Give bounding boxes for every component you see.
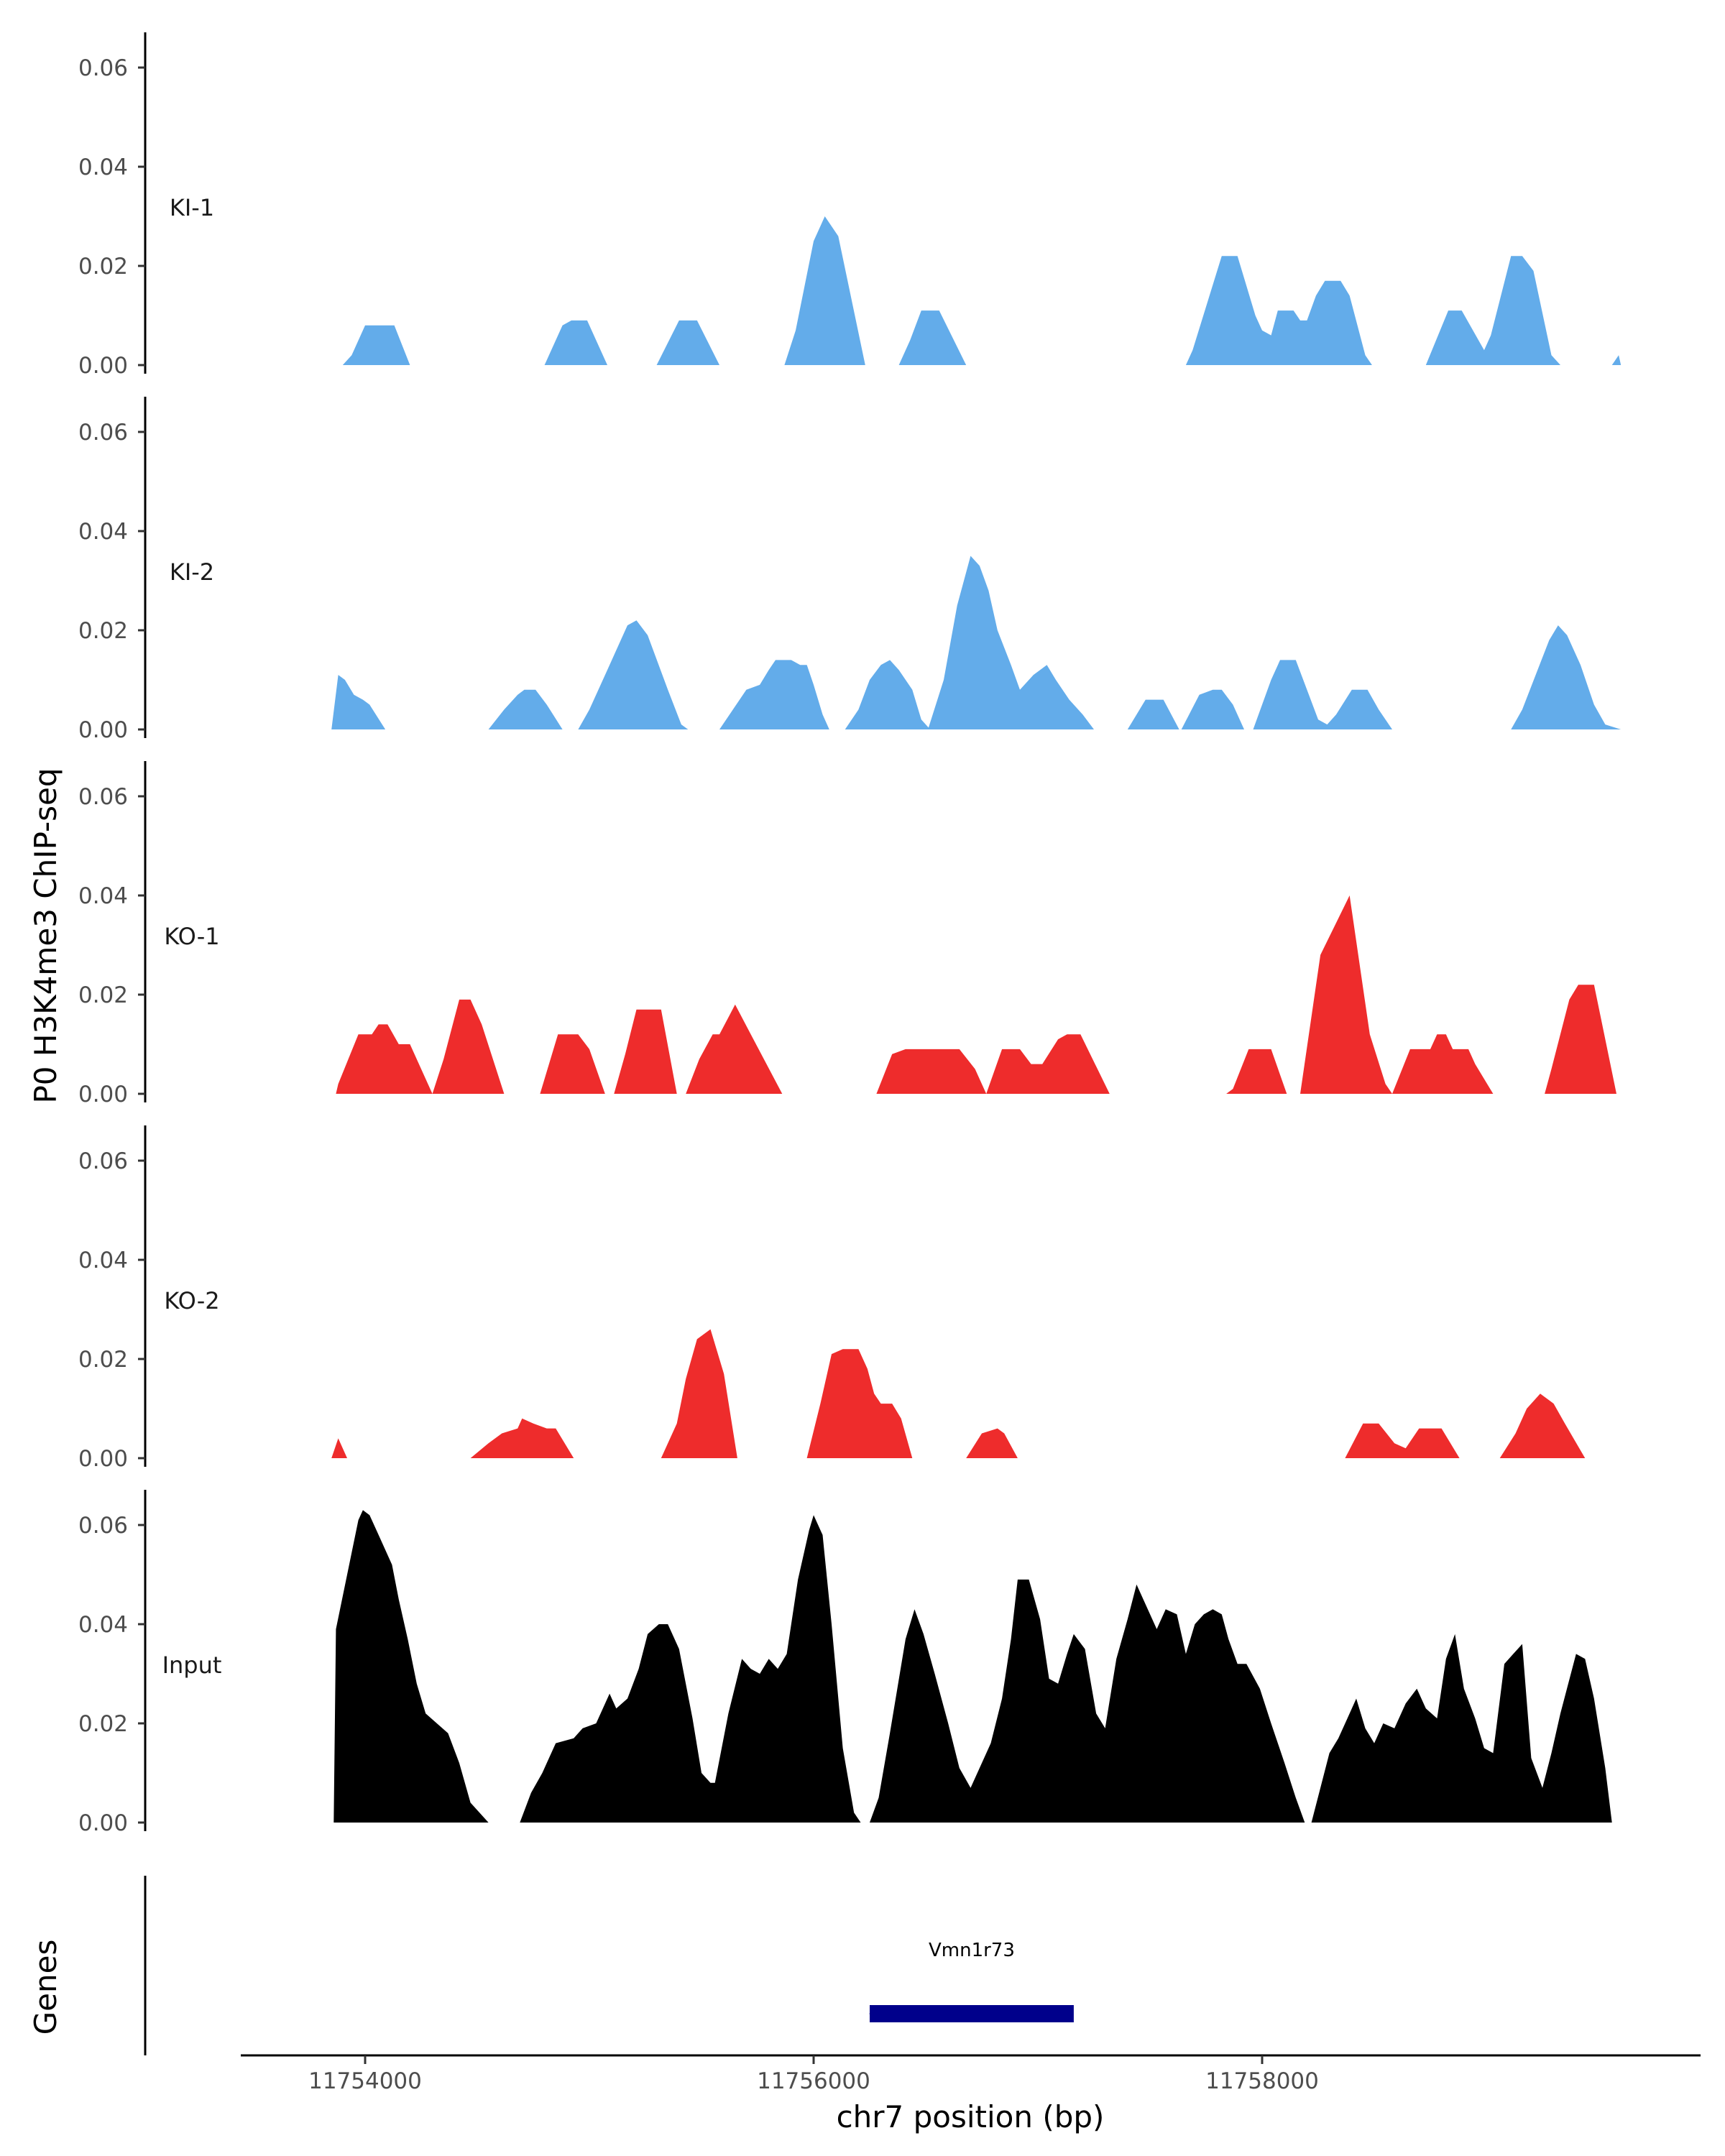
y-tick-label: 0.02: [78, 618, 128, 644]
coverage-peak: [1253, 660, 1392, 729]
y-tick-label: 0.04: [78, 1612, 128, 1638]
coverage-peak: [488, 689, 563, 729]
coverage-peak: [719, 660, 829, 729]
coverage-peak: [1345, 1423, 1460, 1458]
coverage-peak: [1392, 1034, 1494, 1094]
coverage-peak: [1611, 355, 1622, 365]
track-panel-ki-1: 0.00 0.02 0.04 0.06 KI-1: [78, 32, 1622, 379]
coverage-peak: [334, 1510, 489, 1823]
coverage-peak: [1127, 699, 1179, 729]
y-tick-label: 0.04: [78, 883, 128, 909]
y-tick-label: 0.06: [78, 784, 128, 810]
coverage-peak: [784, 216, 865, 365]
coverage-peak: [578, 620, 689, 729]
coverage-peak: [928, 556, 1094, 729]
coverage-peak: [540, 1034, 605, 1094]
coverage-peak: [470, 1418, 574, 1458]
coverage-peak: [331, 675, 386, 729]
x-tick-label: 11754000: [308, 2068, 422, 2094]
coverage-peak: [331, 1438, 347, 1458]
coverage-peak: [966, 1428, 1018, 1458]
coverage-peak: [1181, 689, 1244, 729]
genes-panel: Genes Vmn1r73: [28, 1876, 1074, 2055]
coverage-peak: [845, 660, 931, 729]
coverage-peak: [870, 1579, 1305, 1823]
x-tick-label: 11756000: [757, 2068, 870, 2094]
tracks-layer: 0.00 0.02 0.04 0.06 KI-1 0.00 0.02 0.04 0.06 KI-2…: [78, 32, 1622, 1836]
track-panel-ki-2: 0.00 0.02 0.04 0.06 KI-2: [78, 397, 1622, 743]
track-panel-input: 0.00 0.02 0.04 0.06 Input: [78, 1490, 1612, 1836]
track-label: KI-1: [170, 194, 214, 221]
x-tick-label: 11758000: [1205, 2068, 1319, 2094]
x-axis: 11754000 11756000 11758000 chr7 position (…: [241, 2054, 1701, 2134]
coverage-peak: [336, 999, 505, 1094]
y-tick-label: 0.00: [78, 1810, 128, 1836]
y-tick-label: 0.06: [78, 55, 128, 81]
coverage-peak: [1425, 256, 1560, 365]
coverage-peak: [806, 1349, 913, 1458]
coverage-peak: [661, 1329, 737, 1458]
coverage-peak: [614, 1009, 677, 1094]
coverage-peak: [986, 1034, 1110, 1094]
coverage-peak: [520, 1515, 861, 1823]
coverage-peak: [1300, 895, 1392, 1094]
coverage-peak: [342, 325, 410, 365]
track-label: KO-2: [164, 1287, 219, 1314]
coverage-peak: [898, 310, 967, 365]
x-axis-title: chr7 position (bp): [837, 2099, 1105, 2134]
y-tick-label: 0.02: [78, 982, 128, 1008]
gene-features: Vmn1r73: [869, 1940, 1074, 2022]
y-axis-title: P0 H3K4me3 ChIP-seq: [28, 768, 63, 1103]
coverage-peak: [1545, 985, 1616, 1094]
y-tick-label: 0.04: [78, 519, 128, 545]
coverage-peak: [1499, 1393, 1586, 1458]
y-tick-label: 0.06: [78, 1513, 128, 1539]
strand-arrow-icon: [869, 2007, 880, 2021]
y-tick-label: 0.00: [78, 717, 128, 743]
coverage-peak: [656, 320, 719, 365]
coverage-peak: [1185, 256, 1372, 365]
track-label: Input: [162, 1651, 222, 1679]
coverage-peak: [876, 1049, 987, 1094]
gene-name-label: Vmn1r73: [929, 1940, 1015, 1961]
y-tick-label: 0.04: [78, 1248, 128, 1273]
track-panel-ko-1: 0.00 0.02 0.04 0.06 KO-1: [78, 761, 1616, 1107]
y-tick-label: 0.06: [78, 420, 128, 446]
coverage-peak: [1226, 1049, 1287, 1094]
y-tick-label: 0.02: [78, 1711, 128, 1737]
x-axis-ticks: 11754000 11756000 11758000: [308, 2055, 1319, 2094]
y-tick-label: 0.02: [78, 1347, 128, 1373]
coverage-peak: [1311, 1634, 1612, 1823]
coverage-peak: [544, 320, 607, 365]
y-tick-label: 0.04: [78, 155, 128, 180]
coverage-peak: [686, 1004, 783, 1094]
y-tick-label: 0.00: [78, 1082, 128, 1107]
track-label: KI-2: [170, 558, 214, 586]
track-label: KO-1: [164, 923, 219, 950]
y-tick-label: 0.06: [78, 1148, 128, 1174]
y-tick-label: 0.02: [78, 254, 128, 280]
coverage-peak: [1511, 625, 1622, 729]
y-tick-label: 0.00: [78, 353, 128, 379]
genes-panel-title: Genes: [28, 1940, 63, 2035]
y-tick-label: 0.00: [78, 1446, 128, 1472]
track-panel-ko-2: 0.00 0.02 0.04 0.06 KO-2: [78, 1125, 1586, 1472]
gene-body: [870, 2005, 1074, 2022]
